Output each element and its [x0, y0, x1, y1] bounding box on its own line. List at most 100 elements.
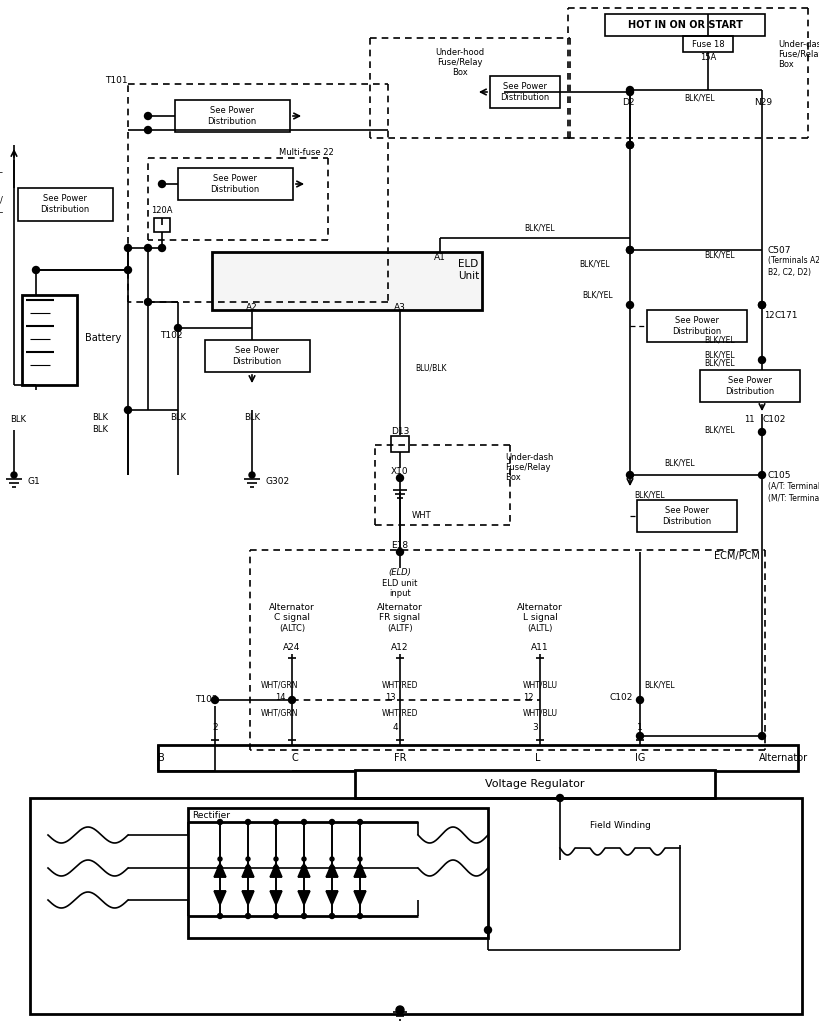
Circle shape [636, 696, 643, 703]
Circle shape [758, 471, 765, 478]
Circle shape [158, 180, 165, 187]
Circle shape [274, 913, 278, 919]
Text: X10: X10 [391, 468, 409, 476]
Bar [188, 808, 487, 938]
Text: input: input [389, 589, 410, 597]
Text: C171: C171 [774, 310, 798, 319]
Circle shape [158, 245, 165, 252]
Text: HOT IN ON OR START: HOT IN ON OR START [627, 20, 741, 30]
Polygon shape [297, 891, 310, 905]
Text: 120A: 120A [151, 206, 173, 214]
Text: 11: 11 [744, 416, 754, 425]
Text: See Power
Distribution: See Power Distribution [725, 376, 774, 395]
Circle shape [217, 913, 222, 919]
Text: BLK: BLK [10, 416, 26, 425]
Circle shape [626, 301, 633, 308]
Text: WHT/RED: WHT/RED [382, 709, 418, 718]
Text: BLK/: BLK/ [0, 196, 3, 205]
Text: BLK/YEL: BLK/YEL [704, 350, 735, 359]
Text: (M/T: Terminals 13-17): (M/T: Terminals 13-17) [767, 494, 819, 503]
Text: C507: C507 [767, 246, 790, 255]
Text: Unit: Unit [458, 271, 478, 281]
Text: BLK/YEL: BLK/YEL [644, 681, 675, 689]
Circle shape [484, 927, 491, 934]
Text: BLK: BLK [244, 414, 260, 423]
Circle shape [301, 857, 305, 861]
Text: See Power
Distribution: See Power Distribution [662, 506, 711, 525]
Circle shape [396, 474, 403, 481]
Circle shape [758, 428, 765, 435]
Circle shape [144, 113, 152, 120]
Circle shape [626, 247, 633, 254]
Polygon shape [326, 891, 337, 905]
Circle shape [124, 266, 131, 273]
Circle shape [329, 819, 334, 824]
Text: See Power
Distribution: See Power Distribution [500, 82, 549, 101]
Circle shape [245, 865, 250, 870]
Circle shape [329, 913, 334, 919]
Circle shape [217, 865, 222, 870]
Text: IG: IG [634, 753, 645, 763]
Text: WHT/BLU: WHT/BLU [522, 681, 557, 689]
Text: E18: E18 [391, 542, 408, 551]
Text: BLK/YEL: BLK/YEL [704, 336, 735, 344]
Circle shape [174, 325, 181, 332]
Text: D2: D2 [621, 97, 633, 106]
Polygon shape [354, 891, 365, 905]
Text: 12: 12 [763, 310, 774, 319]
Circle shape [33, 266, 39, 273]
Text: BLK/YEL: BLK/YEL [634, 490, 664, 500]
Text: (ALTC): (ALTC) [278, 624, 305, 633]
Text: C105: C105 [767, 470, 790, 479]
Text: BLK: BLK [92, 414, 108, 423]
Text: T103: T103 [195, 695, 217, 705]
Text: YEL: YEL [0, 206, 3, 214]
Text: BLK/YEL: BLK/YEL [704, 251, 735, 259]
Circle shape [626, 86, 633, 93]
Text: A2: A2 [246, 303, 257, 312]
Circle shape [626, 141, 633, 148]
Bar [22, 295, 77, 385]
Circle shape [301, 819, 306, 824]
Circle shape [246, 857, 250, 861]
Text: ELD: ELD [458, 259, 477, 269]
Circle shape [357, 865, 362, 870]
Text: Under-dash: Under-dash [505, 454, 553, 463]
Circle shape [758, 301, 765, 308]
Text: Rectifier: Rectifier [192, 811, 229, 819]
Polygon shape [269, 891, 282, 905]
Circle shape [144, 299, 152, 305]
Bar [30, 798, 801, 1014]
Circle shape [758, 356, 765, 364]
Text: A3: A3 [394, 303, 405, 312]
Circle shape [758, 732, 765, 739]
Polygon shape [242, 891, 254, 905]
Bar [699, 370, 799, 402]
Polygon shape [214, 863, 226, 877]
Circle shape [288, 696, 295, 703]
Text: BLK/YEL: BLK/YEL [579, 259, 609, 268]
Circle shape [124, 245, 131, 252]
Text: Fuse/Relay: Fuse/Relay [437, 57, 482, 67]
Bar [646, 310, 746, 342]
Text: ELD unit: ELD unit [382, 579, 417, 588]
Circle shape [218, 857, 222, 861]
Circle shape [11, 472, 17, 478]
Bar [174, 100, 290, 132]
Text: A12: A12 [391, 643, 408, 652]
Circle shape [144, 245, 152, 252]
Circle shape [217, 819, 222, 824]
Text: Alternator: Alternator [517, 603, 562, 612]
Circle shape [211, 696, 218, 703]
Bar [154, 218, 170, 232]
Circle shape [301, 913, 306, 919]
Bar [205, 340, 310, 372]
Text: (ALTF): (ALTF) [387, 624, 412, 633]
Text: 2: 2 [212, 724, 218, 732]
Text: Alternator: Alternator [377, 603, 423, 612]
Text: D13: D13 [391, 427, 409, 436]
Text: WHT/GRN: WHT/GRN [261, 709, 298, 718]
Polygon shape [297, 863, 310, 877]
Text: Fuse 18: Fuse 18 [691, 40, 723, 48]
Circle shape [556, 795, 563, 802]
